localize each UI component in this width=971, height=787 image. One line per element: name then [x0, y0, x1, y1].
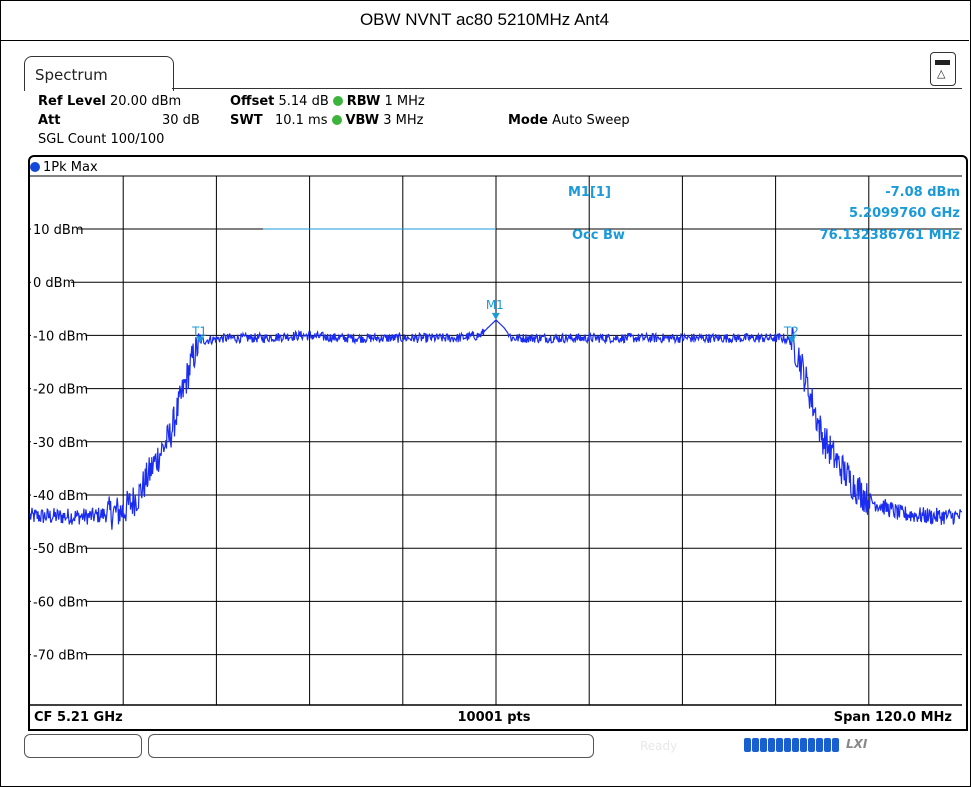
status-field-message[interactable]: [148, 734, 594, 758]
y-tick-label-bg: [31, 433, 86, 450]
marker-group: T1 M1 T2: [191, 298, 799, 344]
y-tick-label-bg: [31, 487, 86, 503]
y-tick-label: -60 dBm: [33, 595, 88, 610]
vbw-value: 3 MHz: [383, 113, 424, 128]
sweep-progress-bar: [744, 737, 840, 756]
sgl-count-text: SGL Count 100/100: [38, 132, 165, 147]
rbw-value: 1 MHz: [384, 94, 425, 109]
occ-bw-value: 76.132386761 MHz: [820, 228, 960, 243]
display-bar-glyph: [935, 60, 950, 65]
chart-grid: [30, 176, 962, 705]
marker-frequency: 5.2099760 GHz: [849, 206, 960, 221]
instrument-panel: Spectrum △ Ref Level 20.00 dBm Offset 5.…: [24, 52, 968, 772]
marker-label: T2: [783, 324, 799, 338]
offset-label: Offset: [230, 94, 275, 109]
trace-line: [29, 319, 963, 530]
occ-bw-label: Occ Bw: [572, 228, 625, 243]
offset-group: Offset 5.14 dB RBW 1 MHz: [230, 93, 425, 111]
trace-group: [29, 319, 963, 530]
y-tick-label-bg: [31, 327, 86, 344]
marker-triangle: [196, 336, 205, 344]
vbw-status-icon: [331, 115, 342, 125]
mode-value: Auto Sweep: [552, 113, 630, 128]
tab-label: Spectrum: [35, 66, 108, 84]
marker-level: -7.08 dBm: [885, 185, 960, 200]
y-tick-label: -20 dBm: [33, 383, 88, 398]
ref-level-value: 20.00 dBm: [110, 94, 182, 109]
att-label: Att: [38, 113, 61, 128]
lxi-icon: LXI: [846, 737, 868, 751]
y-tick-label: -50 dBm: [33, 542, 88, 557]
settings-row-1: Ref Level 20.00 dBm: [38, 93, 181, 111]
ref-level-label: Ref Level: [38, 94, 106, 109]
swt-group: SWT 10.1 ms VBW 3 MHz: [230, 112, 423, 130]
vbw-label: VBW: [345, 113, 380, 128]
att-value-group: 30 dB: [162, 112, 200, 130]
rbw-status-icon: [332, 96, 343, 106]
y-tick-label-bg: [31, 646, 86, 663]
marker-triangle: [787, 336, 796, 344]
tab-divider: [172, 88, 962, 89]
status-field-left[interactable]: [24, 734, 142, 758]
y-tick-label: -40 dBm: [33, 489, 88, 504]
marker-triangle: [491, 312, 500, 320]
att-group: Att: [38, 112, 61, 130]
sweep-points: 10001 pts: [457, 710, 530, 725]
att-value: 30 dB: [162, 113, 200, 128]
trace-indicator-icon: [30, 162, 40, 172]
y-tick-label-bg: [31, 593, 86, 610]
swt-value: 10.1 ms: [274, 113, 328, 128]
plot-frame: [28, 155, 968, 731]
y-tick-label: -30 dBm: [33, 436, 88, 451]
rbw-label: RBW: [346, 94, 381, 109]
status-bar: Ready LXI: [24, 731, 968, 761]
y-tick-label-bg: [31, 274, 71, 291]
sgl-count: SGL Count 100/100: [38, 131, 164, 149]
tab-spectrum[interactable]: Spectrum: [24, 56, 174, 91]
delta-glyph: △: [937, 67, 946, 80]
y-tick-label-bg: [31, 540, 86, 557]
frequency-span: Span 120.0 MHz: [834, 710, 952, 725]
page-title: OBW NVNT ac80 5210MHz Ant4: [0, 0, 969, 41]
offset-value: 5.14 dB: [278, 94, 329, 109]
y-tick-label: -10 dBm: [33, 329, 88, 344]
y-tick-label: 10 dBm: [33, 223, 84, 238]
marker-name: M1[1]: [568, 185, 611, 200]
mode-group: Mode Auto Sweep: [508, 112, 630, 130]
y-tick-labels: 10 dBm 0 dBm -10 dBm -20 dBm -30 dBm -40 dBm -…: [31, 221, 88, 664]
trace-legend-label: 1Pk Max: [43, 160, 98, 175]
marker-label: M1: [486, 298, 504, 312]
trace-legend: 1Pk Max: [30, 160, 98, 175]
ready-indicator: Ready: [640, 739, 678, 753]
y-tick-label: -70 dBm: [33, 649, 88, 664]
y-tick-label: 0 dBm: [33, 276, 75, 291]
y-tick-label-bg: [31, 380, 86, 397]
y-tick-label-bg: [31, 221, 79, 237]
display-config-icon[interactable]: △: [930, 52, 956, 86]
mode-label: Mode: [508, 113, 548, 128]
marker-label: T1: [191, 324, 207, 338]
center-frequency: CF 5.21 GHz: [34, 710, 123, 725]
swt-label: SWT: [230, 113, 263, 128]
